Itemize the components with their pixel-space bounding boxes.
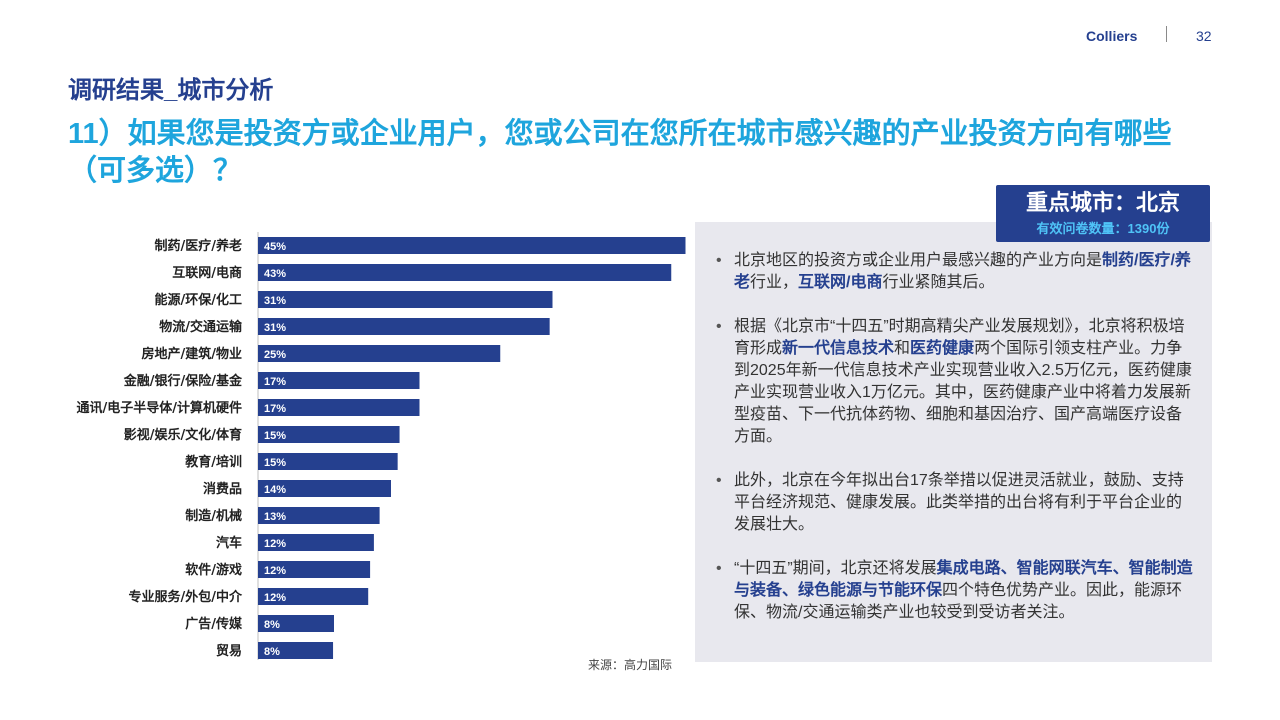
- bar: [258, 399, 420, 416]
- category-label: 金融/银行/保险/基金: [123, 373, 243, 389]
- bar-chart: 45% 制药/医疗/养老 43% 互联网/电商 31% 能源/环保/化工 31% 物流/交通运…: [77, 232, 686, 660]
- category-label: 互联网/电商: [172, 265, 242, 281]
- survey-question: 11）如果您是投资方或企业用户，您或公司在您所在城市感兴趣的产业投资方向有哪些（…: [68, 118, 1172, 187]
- bar: [258, 480, 391, 497]
- bullet-item: “十四五”期间，北京还将发展集成电路、智能网联汽车、智能制造与装备、绿色能源与节…: [716, 558, 1196, 624]
- bar: [258, 615, 334, 632]
- city-title: 重点城市：北京: [1025, 190, 1180, 215]
- bar: [258, 453, 398, 470]
- category-label: 能源/环保/化工: [155, 292, 243, 308]
- bar: [258, 588, 369, 605]
- category-label: 消费品: [203, 481, 242, 497]
- data-label: 15%: [264, 457, 286, 469]
- bullet-text: 和: [894, 340, 911, 357]
- bar: [258, 507, 380, 524]
- bullet-text: 根据《北京市“十四五”时期高精尖产业发展规划》，北京将积极培育形成: [734, 318, 1185, 357]
- data-label: 12%: [264, 565, 286, 577]
- category-label: 汽车: [216, 535, 242, 551]
- category-label: 影视/娱乐/文化/体育: [124, 427, 242, 443]
- city-box: 重点城市：北京 有效问卷数量：1390份: [996, 185, 1210, 242]
- data-label: 17%: [264, 403, 286, 415]
- bar: [258, 264, 672, 281]
- highlight-text: 新一代信息技术: [782, 340, 895, 357]
- bar: [258, 291, 553, 308]
- data-label: 12%: [264, 592, 286, 604]
- bullet-text: 北京地区的投资方或企业用户最感兴趣的产业方向是: [734, 252, 1103, 269]
- data-label: 45%: [264, 241, 286, 253]
- category-label: 房地产/建筑/物业: [142, 346, 243, 362]
- category-label: 物流/交通运输: [159, 319, 243, 335]
- bar: [258, 534, 374, 551]
- data-label: 12%: [264, 538, 286, 550]
- bar: [258, 345, 501, 362]
- bullet-text: 此外，北京在今年拟出台17条举措以促进灵活就业，鼓励、支持平台经济规范、健康发展…: [734, 472, 1184, 533]
- category-label: 教育/培训: [184, 454, 242, 470]
- bar: [258, 561, 371, 578]
- data-label: 31%: [264, 322, 286, 334]
- data-label: 8%: [264, 619, 280, 631]
- data-label: 43%: [264, 268, 286, 280]
- data-label: 31%: [264, 295, 286, 307]
- bullet-text: “十四五”期间，北京还将发展: [734, 560, 937, 577]
- bullet-item: 此外，北京在今年拟出台17条举措以促进灵活就业，鼓励、支持平台经济规范、健康发展…: [716, 470, 1196, 536]
- category-label: 制造/机械: [185, 508, 242, 524]
- bar: [258, 318, 550, 335]
- header-separator: [1166, 26, 1167, 42]
- data-label: 14%: [264, 484, 286, 496]
- bar: [258, 426, 400, 443]
- page-number: 32: [1196, 28, 1212, 44]
- category-label: 贸易: [216, 643, 242, 659]
- highlight-text: 集成电路、智能网联汽车、智能制造与装备、绿色能源与节能环保: [734, 560, 1193, 599]
- brand-logo: Colliers: [1086, 28, 1138, 44]
- category-label: 软件/游戏: [185, 562, 242, 578]
- data-label: 13%: [264, 511, 286, 523]
- bullet-list: 北京地区的投资方或企业用户最感兴趣的产业方向是制药/医疗/养老行业，互联网/电商…: [716, 250, 1196, 646]
- bar: [258, 372, 420, 389]
- city-subtitle: 有效问卷数量：1390份: [1036, 221, 1170, 236]
- bullet-text: 两个国际引领支柱产业。力争到2025年新一代信息技术产业实现营业收入2.5万亿元…: [734, 340, 1192, 445]
- highlight-text: 医药健康: [910, 340, 975, 357]
- bar: [258, 237, 686, 254]
- data-label: 15%: [264, 430, 286, 442]
- bullet-text: 行业紧随其后。: [882, 274, 995, 291]
- bullet-item: 根据《北京市“十四五”时期高精尖产业发展规划》，北京将积极培育形成新一代信息技术…: [716, 316, 1196, 448]
- source-note: 来源：高力国际: [588, 658, 673, 672]
- category-label: 专业服务/外包/中介: [129, 589, 243, 605]
- bullet-text: 四个特色优势产业。因此，能源环保、物流/交通运输类产业也较受到受访者关注。: [734, 582, 1183, 621]
- category-label: 广告/传媒: [185, 616, 243, 632]
- data-label: 8%: [264, 646, 280, 658]
- bullet-text: 行业，: [750, 274, 799, 291]
- bullet-item: 北京地区的投资方或企业用户最感兴趣的产业方向是制药/医疗/养老行业，互联网/电商…: [716, 250, 1196, 294]
- highlight-text: 互联网/电商: [798, 274, 883, 291]
- highlight-text: 制药/医疗/养老: [734, 252, 1191, 291]
- bar: [258, 642, 334, 659]
- section-title: 调研结果_城市分析: [68, 77, 274, 104]
- category-label: 制药/医疗/养老: [155, 238, 243, 254]
- data-label: 25%: [264, 349, 286, 361]
- data-label: 17%: [264, 376, 286, 388]
- category-label: 通讯/电子半导体/计算机硬件: [77, 400, 243, 416]
